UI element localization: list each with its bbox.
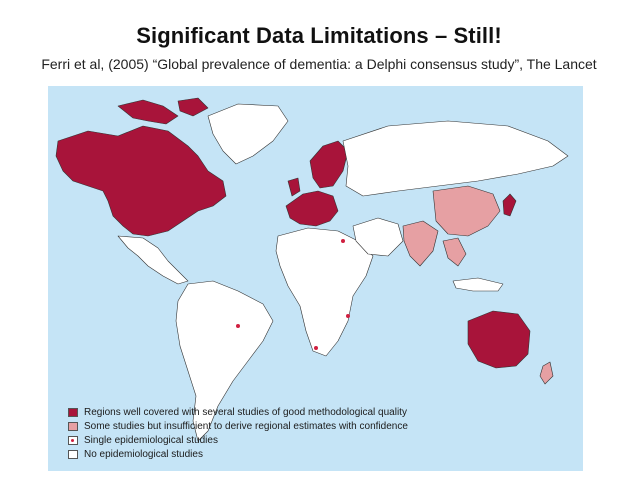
legend-label: Regions well covered with several studie… [84, 406, 407, 418]
region-russia [342, 120, 569, 197]
region-middle-east [352, 217, 404, 257]
single-study-dot [236, 324, 240, 328]
region-western-europe [285, 190, 339, 227]
legend-label: Single epidemiological studies [84, 434, 218, 446]
region-mexico [117, 235, 189, 285]
region-australia [467, 310, 531, 369]
legend-swatch [68, 435, 78, 445]
region-new-zealand [539, 361, 554, 385]
region-arctic-islands [117, 99, 179, 125]
region-india [402, 220, 439, 267]
map-legend: Regions well covered with several studie… [68, 405, 488, 461]
region-canada-usa [55, 125, 227, 237]
slide-title: Significant Data Limitations – Still! [136, 23, 502, 48]
region-se-asia [442, 237, 467, 267]
legend-swatch [68, 449, 78, 459]
citation-subtitle: Ferri et al, (2005) “Global prevalence o… [41, 56, 597, 72]
legend-swatch [68, 421, 78, 431]
region-arctic-islands-2 [177, 97, 209, 117]
single-study-dot [314, 346, 318, 350]
world-map-svg [55, 97, 569, 442]
legend-item-no-studies: No epidemiological studies [68, 447, 488, 461]
region-africa [275, 227, 374, 357]
legend-item-well-covered: Regions well covered with several studie… [68, 405, 488, 419]
region-south-america [175, 280, 274, 442]
region-scandinavia [309, 140, 349, 189]
region-uk [287, 177, 301, 197]
legend-item-single-study: Single epidemiological studies [68, 433, 488, 447]
legend-label: No epidemiological studies [84, 448, 203, 460]
legend-item-some-studies: Some studies but insufficient to derive … [68, 419, 488, 433]
world-map [48, 86, 583, 471]
legend-label: Some studies but insufficient to derive … [84, 420, 408, 432]
region-indonesia [452, 277, 504, 292]
single-study-dot [346, 314, 350, 318]
single-study-dot [341, 239, 345, 243]
region-japan [502, 193, 517, 217]
region-china [432, 185, 501, 237]
legend-swatch [68, 407, 78, 417]
region-greenland [207, 103, 289, 165]
